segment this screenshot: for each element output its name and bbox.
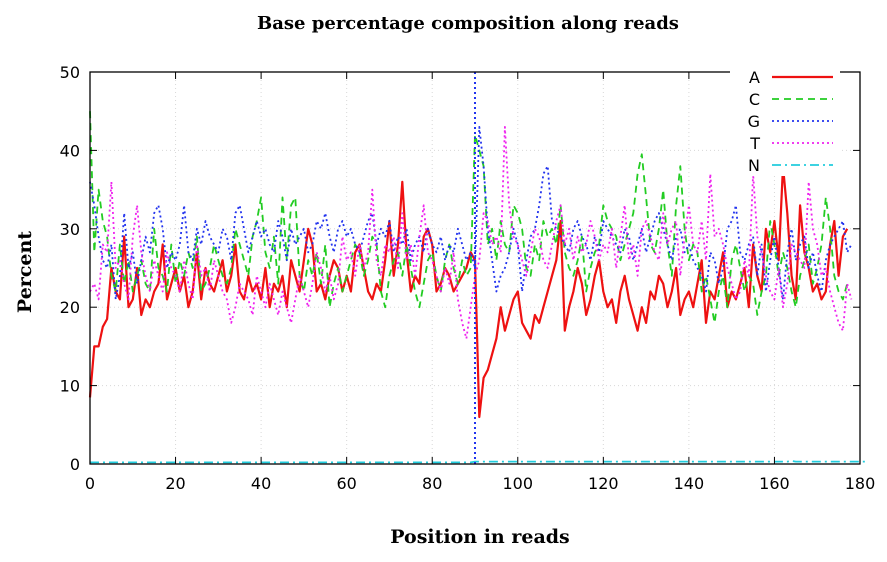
series-line-t bbox=[89, 126, 853, 340]
x-tick-label: 180 bbox=[845, 474, 876, 493]
y-tick-label: 20 bbox=[60, 298, 80, 317]
x-tick-label: 140 bbox=[674, 474, 705, 493]
x-tick-label: 40 bbox=[251, 474, 271, 493]
series-line-a bbox=[88, 165, 849, 419]
legend-label-n: N bbox=[748, 156, 760, 175]
x-tick-label: 60 bbox=[336, 474, 356, 493]
x-tick-label: 0 bbox=[85, 474, 95, 493]
legend-background bbox=[730, 66, 840, 176]
legend-label-t: T bbox=[749, 134, 760, 153]
x-tick-label: 20 bbox=[165, 474, 185, 493]
x-tick-label: 120 bbox=[588, 474, 619, 493]
legend-label-a: A bbox=[749, 68, 760, 87]
y-axis: 0 10 20 30 40 50 bbox=[60, 63, 860, 474]
series-layer bbox=[88, 72, 869, 464]
chart-title: Base percentage composition along reads bbox=[257, 13, 679, 34]
legend-label-c: C bbox=[749, 90, 760, 109]
y-tick-label: 10 bbox=[60, 377, 80, 396]
series-line-n bbox=[90, 459, 869, 464]
y-tick-label: 40 bbox=[60, 141, 80, 160]
x-axis: 0 20 40 60 80 100 120 140 160 180 bbox=[85, 72, 875, 493]
legend-label-g: G bbox=[748, 112, 760, 131]
plot-frame bbox=[89, 71, 861, 465]
y-tick-label: 30 bbox=[60, 220, 80, 239]
x-tick-label: 100 bbox=[503, 474, 534, 493]
x-tick-label: 80 bbox=[422, 474, 442, 493]
x-tick-label: 160 bbox=[759, 474, 790, 493]
y-axis-label: Percent bbox=[14, 231, 36, 313]
y-tick-label: 0 bbox=[70, 455, 80, 474]
y-tick-label: 50 bbox=[60, 63, 80, 82]
x-axis-label: Position in reads bbox=[390, 526, 570, 548]
series-line-c bbox=[89, 111, 849, 324]
